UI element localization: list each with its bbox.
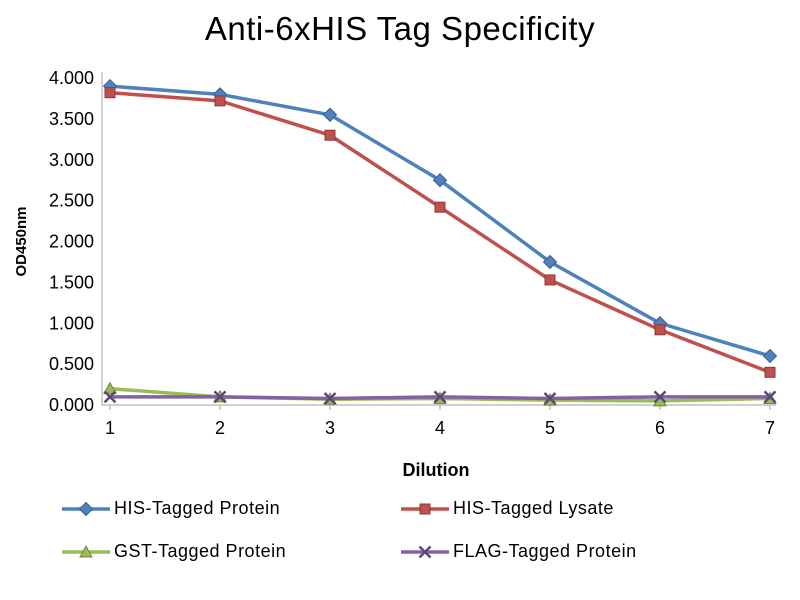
y-tick-label: 4.000 (49, 68, 94, 88)
x-marker (653, 390, 667, 404)
chart-title: Anti-6xHIS Tag Specificity (204, 10, 596, 47)
square-marker (544, 274, 556, 286)
diamond-marker (322, 107, 338, 122)
square-marker (324, 129, 336, 141)
y-tick-label: 2.500 (49, 191, 94, 211)
triangle-marker (103, 381, 117, 395)
diamond-marker (542, 254, 558, 270)
triangle-marker (79, 544, 93, 557)
square-marker (419, 503, 431, 514)
x-tick-label: 1 (105, 418, 115, 438)
y-tick-label: 0.000 (49, 395, 94, 415)
x-tick-label: 3 (325, 418, 335, 438)
x-tick-label: 7 (765, 418, 775, 438)
x-marker (213, 390, 227, 404)
line-chart: 0.000 0.500 1.000 1.500 2.000 2.500 3.000 3.500… (13, 68, 778, 480)
series-line (108, 90, 772, 375)
square-marker (434, 201, 446, 213)
y-tick-label: 1.000 (49, 313, 94, 333)
x-marker (433, 390, 447, 404)
legend-item: FLAG-Tagged Protein (401, 541, 740, 562)
legend-label: GST-Tagged Protein (114, 541, 287, 561)
legend-label: FLAG-Tagged Protein (453, 541, 637, 561)
y-tick-label: 2.000 (49, 232, 94, 252)
x-marker (418, 545, 432, 558)
diamond-marker-icon (62, 501, 110, 516)
x-marker (323, 392, 337, 405)
diamond-marker (432, 172, 448, 188)
square-marker (764, 366, 776, 378)
y-tick-label: 3.500 (49, 109, 94, 129)
x-axis-title: Dilution (403, 460, 470, 480)
y-axis-title: OD450nm (13, 206, 30, 276)
x-tick-label: 2 (215, 418, 225, 438)
legend-label: HIS-Tagged Protein (114, 498, 281, 518)
legend-item: HIS-Tagged Lysate (401, 498, 740, 519)
legend-label: HIS-Tagged Lysate (453, 498, 614, 518)
plot-area: 0.000 0.500 1.000 1.500 2.000 2.500 3.000 3.500… (0, 62, 800, 494)
x-marker-icon (401, 545, 449, 558)
square-marker (104, 87, 116, 99)
x-marker (763, 390, 777, 404)
x-tick-label: 4 (435, 418, 445, 438)
legend-item: HIS-Tagged Protein (62, 498, 401, 519)
square-marker-icon (401, 503, 449, 514)
x-tick-label: 5 (545, 418, 555, 438)
y-tick-label: 1.500 (49, 272, 94, 292)
y-tick-label: 3.000 (49, 150, 94, 170)
square-marker (214, 95, 226, 107)
x-tick-label: 6 (655, 418, 665, 438)
triangle-marker-icon (62, 544, 110, 557)
square-marker (654, 324, 666, 336)
chart-legend: HIS-Tagged Protein HIS-Tagged Lysate GST-T… (0, 494, 800, 562)
diamond-marker (762, 348, 778, 364)
series-line (108, 84, 772, 358)
legend-item: GST-Tagged Protein (62, 541, 401, 562)
diamond-marker (78, 501, 94, 516)
y-tick-label: 0.500 (49, 354, 94, 374)
x-marker (543, 392, 557, 405)
x-marker (103, 390, 117, 404)
